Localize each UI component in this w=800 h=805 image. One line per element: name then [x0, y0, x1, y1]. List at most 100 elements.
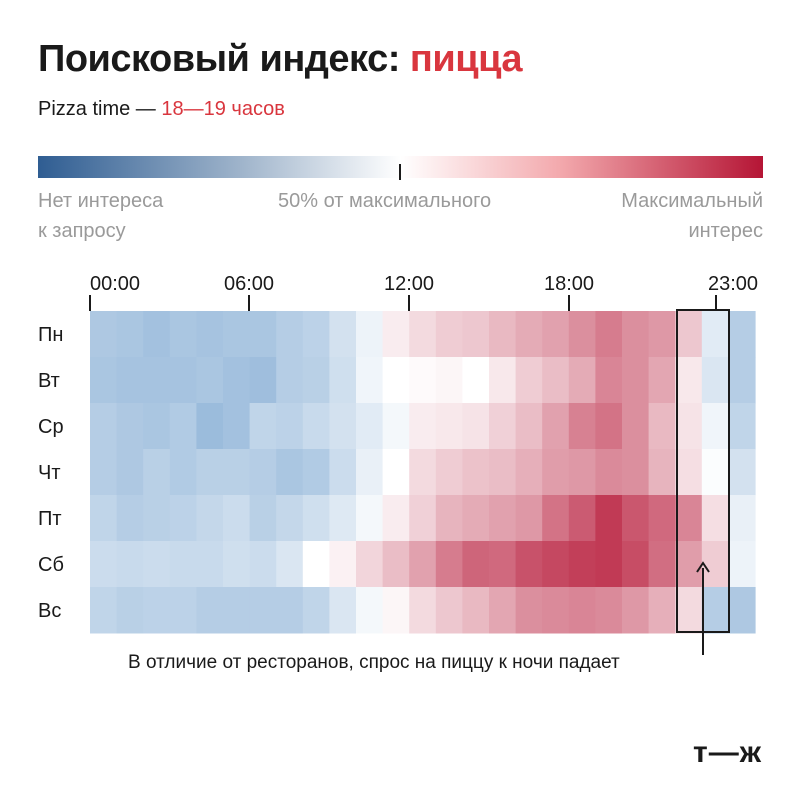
heatmap-cell	[329, 495, 357, 542]
heatmap-cell	[329, 403, 357, 450]
heatmap-cell	[329, 587, 357, 634]
heatmap-cell	[435, 495, 463, 542]
color-scale-midpoint-tick	[399, 164, 401, 180]
heatmap-cell	[223, 357, 251, 404]
heatmap-cell	[90, 311, 118, 358]
heatmap-cell	[302, 403, 330, 450]
heatmap-cell	[568, 449, 596, 496]
chart-title: Поисковый индекс: пицца	[38, 38, 523, 81]
heatmap-cell	[595, 449, 623, 496]
heatmap-cell	[489, 541, 517, 588]
heatmap-cell	[223, 541, 251, 588]
heatmap-cell	[622, 495, 650, 542]
heatmap-cell	[116, 311, 144, 358]
heatmap-cell	[329, 311, 357, 358]
legend-label-max: Максимальный интерес	[621, 186, 763, 246]
y-tick-label: Сб	[38, 554, 64, 576]
y-tick-label: Пт	[38, 508, 62, 530]
heatmap-cell	[302, 357, 330, 404]
heatmap-cell	[701, 495, 729, 542]
heatmap-cell	[223, 403, 251, 450]
legend-label-max-line1: Максимальный	[621, 190, 763, 212]
heatmap-cell	[276, 541, 304, 588]
heatmap-cell	[435, 403, 463, 450]
heatmap-cell	[223, 587, 251, 634]
heatmap-cell	[169, 541, 197, 588]
heatmap-cell	[302, 449, 330, 496]
heatmap-cell	[116, 587, 144, 634]
heatmap-cell	[223, 495, 251, 542]
heatmap-cell	[90, 495, 118, 542]
heatmap-cell	[542, 495, 570, 542]
heatmap-cell	[143, 587, 171, 634]
heatmap-cell	[143, 495, 171, 542]
heatmap-cell	[675, 311, 703, 358]
heatmap-cell	[622, 311, 650, 358]
heatmap-cell	[435, 587, 463, 634]
heatmap-cell	[462, 357, 490, 404]
heatmap-cell	[169, 357, 197, 404]
legend-label-max-line2: интерес	[688, 220, 763, 242]
heatmap-cell	[462, 449, 490, 496]
heatmap-cell	[196, 449, 224, 496]
heatmap-cell	[143, 403, 171, 450]
heatmap-cell	[595, 403, 623, 450]
heatmap-cell	[249, 495, 277, 542]
heatmap-cell	[728, 495, 756, 542]
heatmap-cell	[169, 495, 197, 542]
heatmap-cell	[223, 449, 251, 496]
heatmap-cell	[648, 311, 676, 358]
heatmap-cell	[489, 495, 517, 542]
heatmap-cell	[675, 403, 703, 450]
heatmap-cell	[622, 357, 650, 404]
heatmap-cell	[701, 403, 729, 450]
heatmap-cell	[196, 587, 224, 634]
heatmap-cell	[462, 495, 490, 542]
heatmap-cell	[462, 587, 490, 634]
heatmap-cell	[542, 311, 570, 358]
heatmap-cell	[382, 357, 410, 404]
x-tick-label: 18:00	[544, 273, 594, 295]
heatmap-cell	[196, 357, 224, 404]
heatmap-cell	[675, 495, 703, 542]
heatmap-cell	[169, 587, 197, 634]
heatmap-cell	[622, 449, 650, 496]
heatmap-cell	[462, 541, 490, 588]
heatmap-cell	[196, 541, 224, 588]
heatmap-cell	[701, 541, 729, 588]
heatmap-cell	[143, 357, 171, 404]
heatmap-cell	[169, 449, 197, 496]
heatmap-cell	[489, 403, 517, 450]
legend-label-min: Нет интереса к запросу	[38, 186, 163, 246]
heatmap-cell	[489, 587, 517, 634]
heatmap-cell	[143, 311, 171, 358]
heatmap-cell	[276, 587, 304, 634]
heatmap-cell	[701, 449, 729, 496]
heatmap-cell	[515, 495, 543, 542]
heatmap-cell	[409, 449, 437, 496]
heatmap-cell	[462, 403, 490, 450]
heatmap-cell	[356, 541, 384, 588]
heatmap-cell	[648, 541, 676, 588]
heatmap-cell	[382, 495, 410, 542]
heatmap-cell	[116, 541, 144, 588]
chart-subtitle-main: Pizza time —	[38, 98, 162, 120]
heatmap-cell	[356, 587, 384, 634]
heatmap-cell	[382, 449, 410, 496]
heatmap-cell	[302, 495, 330, 542]
x-tick-label: 06:00	[224, 273, 274, 295]
legend-label-min-line1: Нет интереса	[38, 190, 164, 212]
heatmap-cell	[648, 403, 676, 450]
heatmap-cell	[116, 403, 144, 450]
heatmap-cell	[542, 449, 570, 496]
heatmap-cell	[675, 449, 703, 496]
heatmap-cell	[648, 449, 676, 496]
heatmap-cell	[728, 403, 756, 450]
heatmap-cell	[329, 449, 357, 496]
heatmap-cell	[302, 311, 330, 358]
heatmap-cell	[356, 449, 384, 496]
heatmap-cells	[90, 311, 756, 634]
heatmap-cell	[249, 403, 277, 450]
highlight-group	[676, 309, 730, 655]
